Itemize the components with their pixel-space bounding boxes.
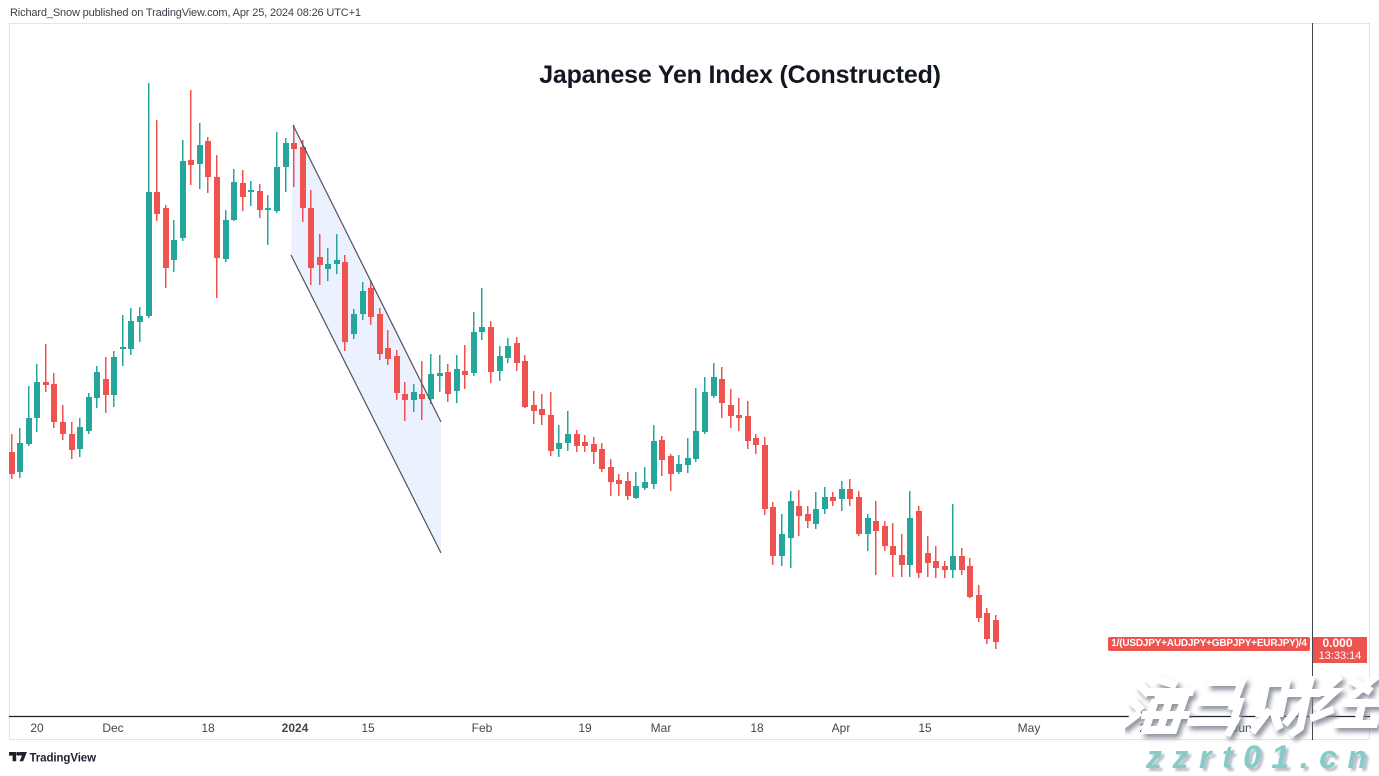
svg-text:TradingView: TradingView (30, 752, 97, 764)
